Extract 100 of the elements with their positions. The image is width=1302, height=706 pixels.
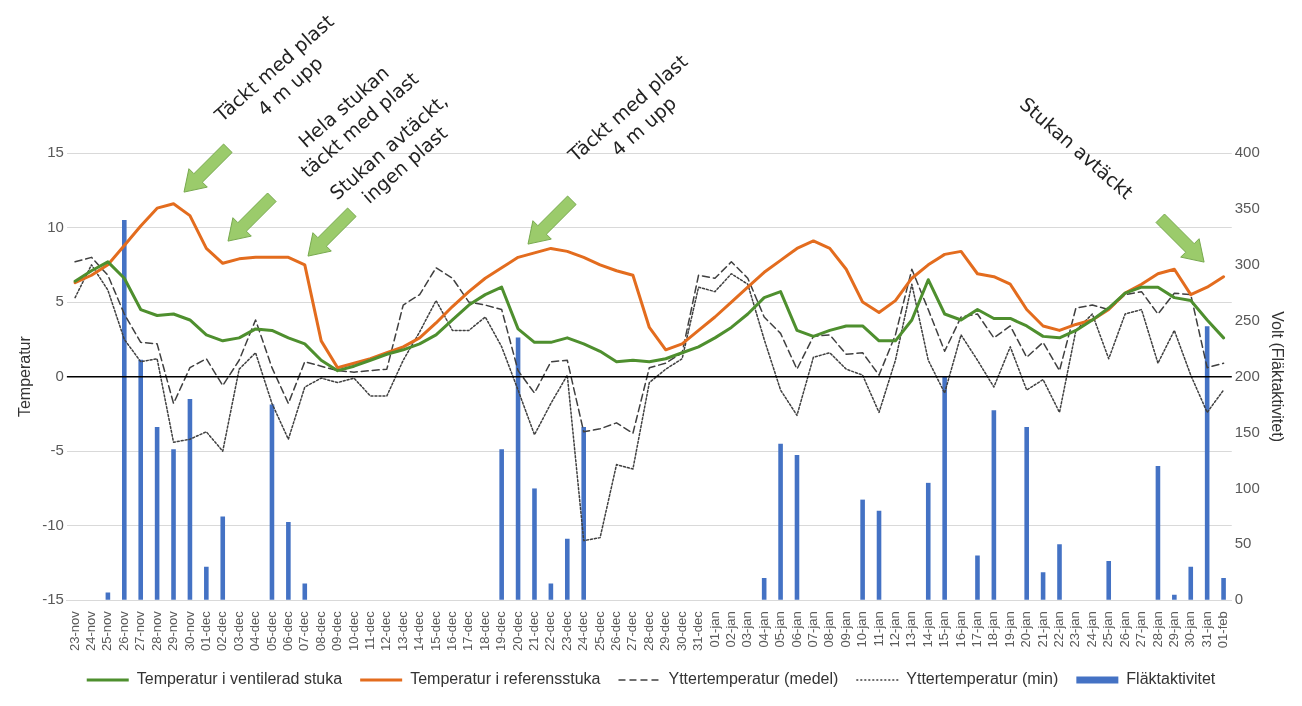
x-tick-label: 25-dec [591, 610, 607, 651]
x-tick-label: 23-jan [1067, 611, 1083, 648]
bar [975, 555, 980, 600]
x-tick-label: 11-jan [870, 611, 886, 647]
bar [778, 443, 783, 600]
bar [1106, 561, 1112, 600]
bar [171, 449, 176, 600]
x-tick-label: 18-jan [985, 611, 1001, 648]
x-tick-label: 08-jan [821, 611, 837, 648]
y2-tick-label: 100 [1234, 478, 1260, 496]
legend-label: Temperatur i referensstuka [410, 670, 601, 688]
x-tick-label: 01-dec [197, 610, 213, 651]
x-tick-label: 13-dec [394, 610, 410, 651]
x-tick-label: 19-dec [493, 610, 509, 651]
x-tick-label: 26-nov [115, 610, 131, 651]
x-tick-label: 27-nov [132, 610, 148, 651]
x-tick-label: 13-jan [903, 611, 919, 648]
bar [1221, 577, 1226, 600]
bar [1057, 544, 1062, 600]
bar [105, 592, 111, 600]
bar [548, 583, 554, 600]
x-tick-label: 16-jan [952, 611, 968, 648]
x-tick-label: 05-jan [772, 611, 788, 648]
x-tick-label: 18-dec [476, 610, 492, 651]
x-tick-label: 15-dec [427, 610, 443, 651]
x-tick-label: 21-jan [1034, 611, 1050, 648]
bar [942, 376, 947, 600]
y2-tick-label: 50 [1234, 534, 1252, 552]
x-tick-label: 27-dec [624, 610, 640, 651]
y-tick-label: -5 [50, 441, 64, 459]
x-tick-label: 01-feb [1215, 611, 1231, 649]
x-tick-label: 16-dec [444, 610, 460, 651]
x-tick-label: 02-jan [722, 611, 738, 648]
x-tick-label: 25-jan [1100, 611, 1116, 648]
x-tick-label: 25-nov [99, 610, 115, 651]
x-tick-label: 24-jan [1083, 611, 1099, 648]
bar [220, 516, 226, 600]
y-tick-label: 15 [47, 143, 64, 161]
x-tick-label: 02-dec [214, 610, 230, 651]
bar [925, 482, 931, 600]
legend-label: Temperatur i ventilerad stuka [136, 670, 343, 688]
x-tick-label: 26-dec [608, 610, 624, 651]
x-tick-label: 28-nov [148, 610, 164, 651]
x-tick-label: 22-jan [1051, 611, 1067, 648]
y2-tick-label: 0 [1234, 590, 1244, 608]
y2-tick-label: 200 [1234, 366, 1260, 384]
y2-tick-label: 350 [1234, 199, 1260, 217]
x-tick-label: 08-dec [312, 610, 328, 651]
y-tick-label: 10 [47, 217, 64, 235]
y-tick-label: 0 [55, 366, 64, 384]
x-tick-label: 31-dec [690, 610, 706, 651]
x-tick-label: 04-jan [755, 611, 771, 648]
x-tick-label: 03-jan [739, 611, 755, 648]
x-tick-label: 24-nov [83, 610, 99, 651]
y-tick-label: -15 [42, 590, 64, 608]
x-tick-label: 30-dec [673, 610, 689, 651]
x-tick-label: 20-jan [1018, 611, 1034, 648]
x-tick-label: 26-jan [1116, 611, 1132, 648]
y2-tick-label: 300 [1234, 254, 1260, 272]
x-tick-label: 06-dec [279, 610, 295, 651]
x-tick-label: 12-dec [378, 610, 394, 651]
bar [138, 359, 144, 600]
bar [1024, 426, 1029, 600]
x-tick-label: 28-jan [1149, 611, 1165, 648]
x-tick-label: 17-dec [460, 610, 476, 651]
x-tick-label: 06-jan [788, 611, 804, 648]
x-tick-label: 14-jan [919, 611, 935, 648]
x-tick-label: 04-dec [247, 610, 263, 651]
x-tick-label: 29-jan [1165, 611, 1181, 648]
x-tick-label: 12-jan [887, 611, 903, 648]
y-axis-title: Temperatur [16, 335, 34, 418]
legend-label: Fläktaktivitet [1126, 670, 1216, 688]
y2-tick-label: 400 [1234, 143, 1260, 161]
x-tick-label: 19-jan [1001, 611, 1017, 648]
bar [122, 220, 127, 600]
x-tick-label: 31-jan [1198, 611, 1214, 648]
bar [499, 449, 504, 600]
x-tick-label: 30-jan [1182, 611, 1198, 648]
x-tick-label: 23-dec [558, 610, 574, 651]
bar [1188, 566, 1194, 600]
x-tick-label: 10-jan [854, 611, 870, 648]
x-tick-label: 09-dec [329, 610, 345, 651]
bar [581, 426, 586, 600]
x-tick-label: 07-dec [296, 610, 312, 651]
x-tick-label: 11-dec [361, 610, 377, 651]
x-tick-label: 14-dec [411, 610, 427, 651]
x-tick-label: 29-nov [165, 610, 181, 651]
bar [302, 583, 308, 600]
legend-label: Yttertemperatur (medel) [668, 670, 839, 688]
bar [565, 538, 570, 600]
x-tick-label: 24-dec [575, 610, 591, 651]
x-tick-label: 03-dec [230, 610, 246, 651]
bar [1172, 594, 1177, 600]
bar [204, 566, 209, 600]
x-tick-label: 10-dec [345, 610, 361, 651]
x-tick-label: 15-jan [936, 611, 952, 648]
bar [286, 521, 291, 600]
y2-tick-label: 150 [1234, 422, 1260, 440]
x-tick-label: 05-dec [263, 610, 279, 651]
bar [532, 488, 537, 600]
